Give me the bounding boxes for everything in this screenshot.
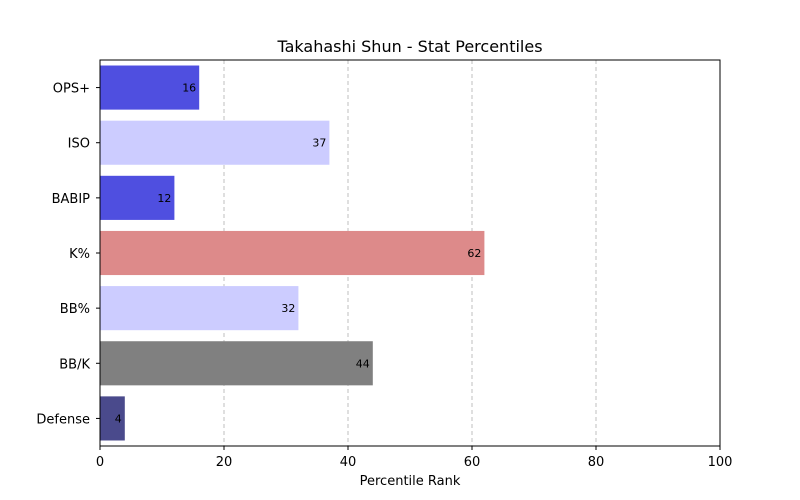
y-axis: OPS+ ISO BABIP K% BB% BB/K Defense xyxy=(36,82,100,427)
y-tick-label: Defense xyxy=(36,412,90,427)
x-tick-label: 40 xyxy=(340,455,357,470)
x-axis: 0 20 40 60 80 100 xyxy=(96,446,733,470)
y-tick-label: BB% xyxy=(60,302,90,317)
bar-bb- xyxy=(100,286,299,331)
x-tick-label: 100 xyxy=(708,455,733,470)
x-tick-label: 60 xyxy=(464,455,481,470)
bar-babip xyxy=(100,175,175,220)
x-tick-label: 80 xyxy=(588,455,605,470)
data-label: 4 xyxy=(115,412,122,425)
y-tick-label: K% xyxy=(69,247,90,262)
data-label: 37 xyxy=(312,137,326,150)
bar-iso xyxy=(100,120,330,165)
chart-title: Takahashi Shun - Stat Percentiles xyxy=(276,37,542,56)
bar-ops- xyxy=(100,65,200,110)
x-tick-label: 20 xyxy=(216,455,233,470)
y-tick-label: BB/K xyxy=(59,357,90,372)
x-axis-label: Percentile Rank xyxy=(360,474,461,489)
data-label: 44 xyxy=(356,357,370,370)
data-label: 12 xyxy=(157,192,171,205)
bar-bb-k xyxy=(100,341,373,386)
y-tick-label: ISO xyxy=(68,137,90,152)
y-tick-label: BABIP xyxy=(52,192,91,207)
data-label: 62 xyxy=(467,247,481,260)
bar-k- xyxy=(100,230,485,276)
bar-defense xyxy=(100,396,125,441)
data-label: 32 xyxy=(281,302,295,315)
y-tick-label: OPS+ xyxy=(53,82,90,97)
bars xyxy=(100,65,485,441)
data-label: 16 xyxy=(182,82,196,95)
x-tick-label: 0 xyxy=(96,455,104,470)
